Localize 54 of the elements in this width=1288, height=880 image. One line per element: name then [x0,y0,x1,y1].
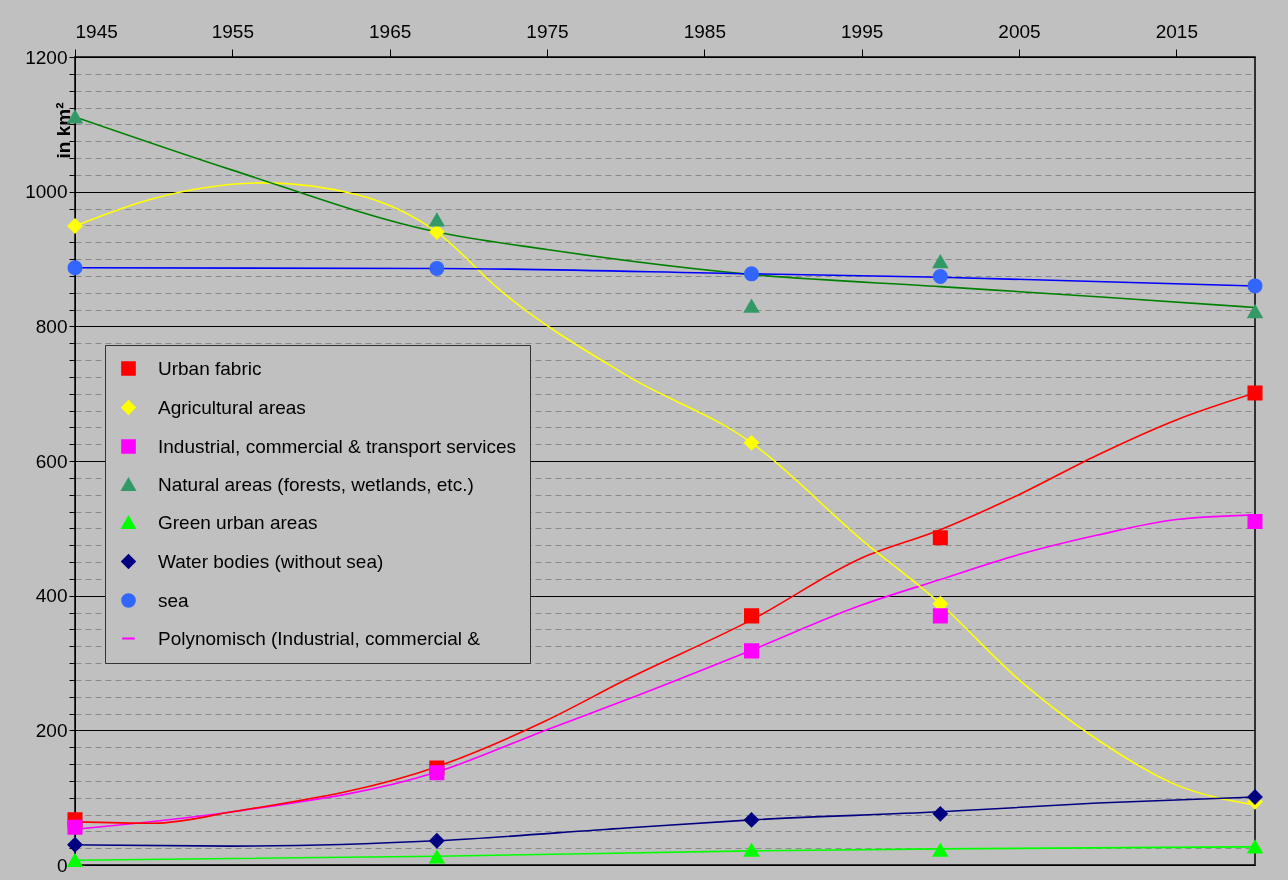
y-tick-label: 400 [35,585,68,607]
legend-label: Water bodies (without sea) [158,550,384,572]
x-tick-label: 1955 [211,20,254,42]
legend-label: Industrial, commercial & transport services [158,435,516,457]
point [744,812,760,828]
x-tick-label: 1995 [841,20,884,42]
point [744,266,760,282]
point [744,299,760,313]
point [67,260,83,276]
point [1247,304,1263,319]
x-tick-label: 2005 [998,20,1041,42]
point [429,850,445,864]
point [67,837,83,853]
point [744,843,760,857]
y-tick-label: 800 [35,315,68,337]
point [429,213,445,227]
y-tick-label: 0 [56,854,68,876]
point [1247,840,1263,854]
legend-label: Natural areas (forests, wetlands, etc.) [158,473,474,495]
y-tick-label: 1200 [25,46,68,68]
point [429,260,445,276]
y-tick-label: 1000 [25,181,68,203]
x-tick-label: 1965 [369,20,412,42]
y-axis-title: in km² [52,102,74,159]
point [932,806,948,822]
legend-label: Agricultural areas [158,396,306,418]
point [429,224,445,240]
point [67,819,83,835]
point [932,608,948,624]
legend-label: Urban fabric [158,357,262,379]
point [429,833,445,849]
point [67,218,83,234]
point [1247,385,1263,401]
point [744,608,760,624]
point [744,435,760,451]
point [1247,278,1263,294]
point [932,269,948,285]
point [932,530,948,546]
point [932,255,948,269]
x-tick-label: 1975 [526,20,569,42]
legend-label: Polynomisch (Industrial, commercial & [158,627,481,649]
x-tick-label: 1945 [75,20,118,42]
legend-label: Green urban areas [158,511,318,533]
x-tick-label: 2015 [1155,20,1198,42]
point [744,643,760,659]
point [1247,514,1263,530]
x-tick-label: 1985 [683,20,726,42]
y-tick-label: 600 [35,450,68,472]
point [67,853,83,867]
point [1247,789,1263,805]
point [932,843,948,857]
legend-label: sea [158,589,190,611]
point [429,765,445,781]
y-tick-label: 200 [35,719,68,741]
